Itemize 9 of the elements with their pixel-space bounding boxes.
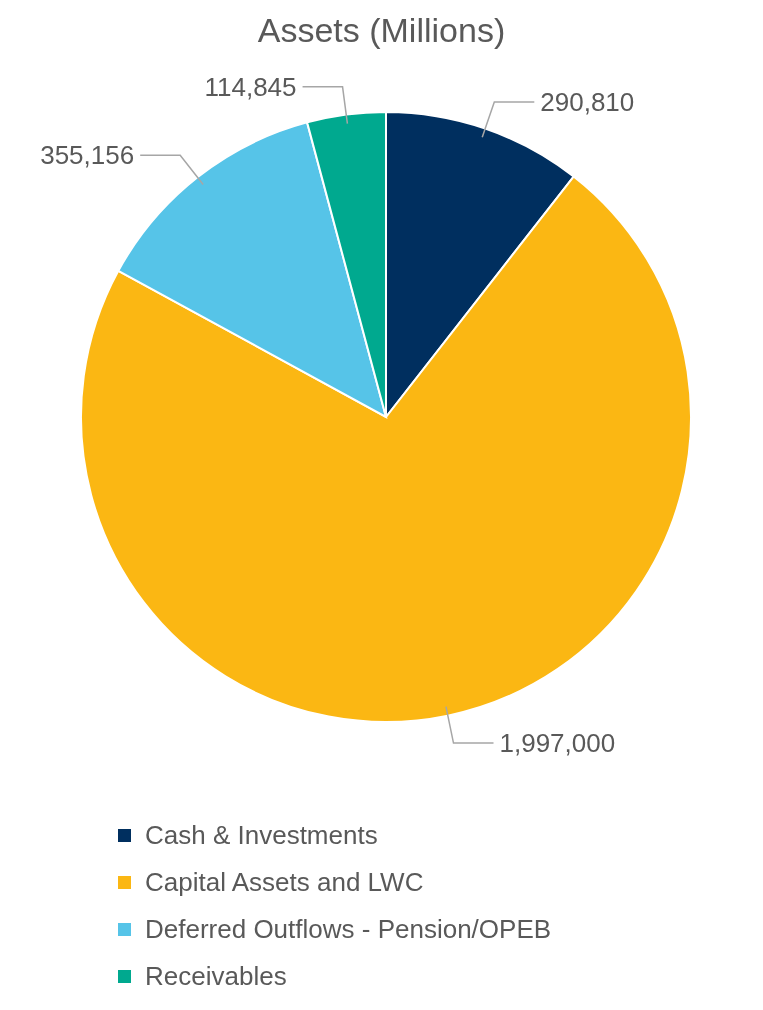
data-label: 290,810 <box>540 87 635 118</box>
data-label: 114,845 <box>204 71 297 102</box>
legend-label: Capital Assets and LWC <box>145 867 424 898</box>
data-label: 355,156 <box>40 140 135 171</box>
chart-title: Assets (Millions) <box>256 10 507 51</box>
data-label: 1,997,000 <box>499 728 616 759</box>
legend-label: Cash & Investments <box>145 820 378 851</box>
legend-label: Receivables <box>145 961 287 992</box>
legend-label: Deferred Outflows - Pension/OPEB <box>145 914 552 945</box>
